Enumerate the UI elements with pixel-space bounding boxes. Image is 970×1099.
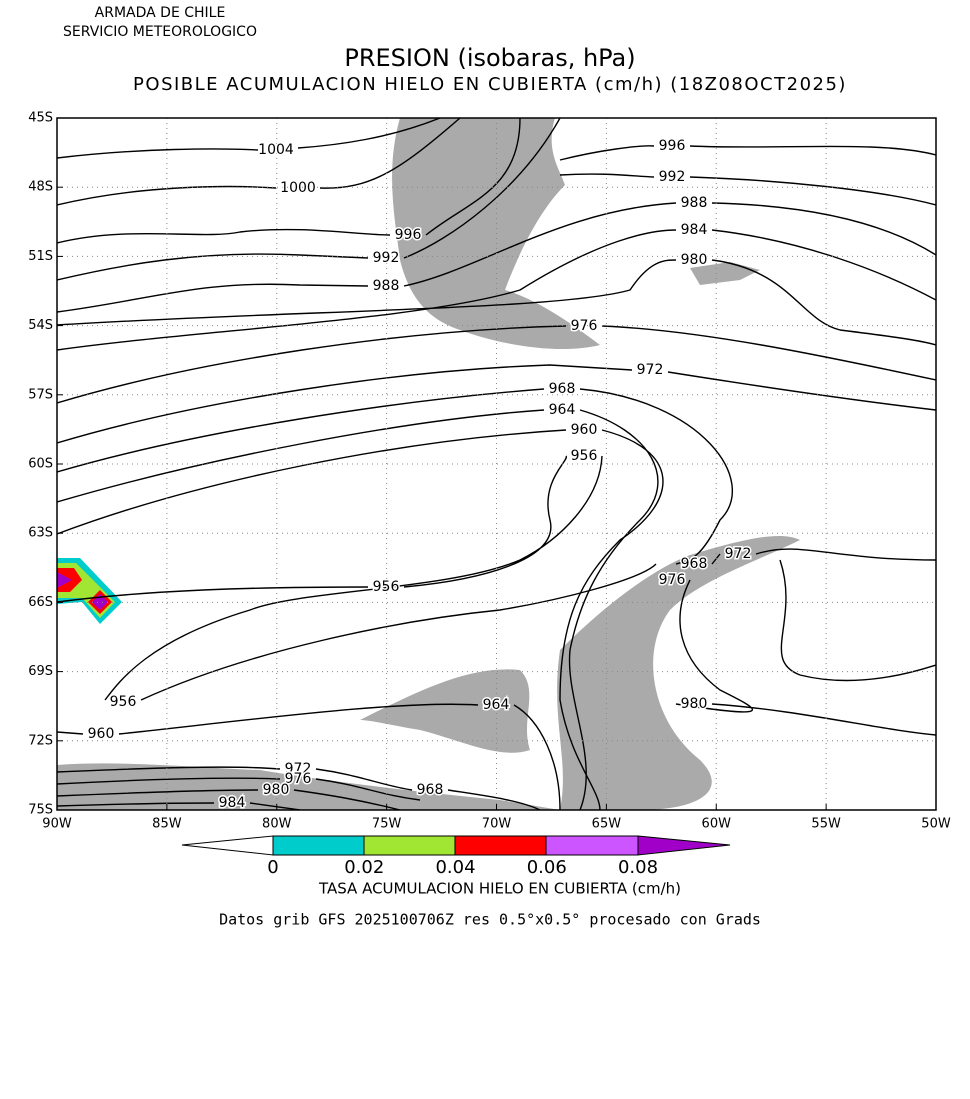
map-area xyxy=(57,118,936,810)
isobar-label: 980 xyxy=(263,782,290,798)
isobar-label: 988 xyxy=(681,195,708,211)
colorbar-title: TASA ACUMULACION HIELO EN CUBIERTA (cm/h… xyxy=(318,880,681,898)
isobar-label: 996 xyxy=(395,227,422,243)
isobar-label: 996 xyxy=(659,138,686,154)
isobar-label: 972 xyxy=(725,546,752,562)
colorbar-swatch xyxy=(363,835,456,856)
colorbar-swatch xyxy=(454,835,547,856)
title: PRESION (isobaras, hPa) xyxy=(344,44,635,72)
isobar-label: 1004 xyxy=(258,142,294,158)
isobar-label: 972 xyxy=(285,761,312,777)
lon-label: 50W xyxy=(921,817,951,832)
lon-label: 80W xyxy=(262,817,292,832)
colorbar-swatch xyxy=(545,835,639,856)
lat-label: 75S xyxy=(28,803,53,818)
ice-area xyxy=(57,572,108,610)
isobar-label: 960 xyxy=(571,422,598,438)
isobar-label: 968 xyxy=(681,556,708,572)
isobar-label: 968 xyxy=(549,381,576,397)
lat-label: 69S xyxy=(28,664,53,679)
isobar-label: 980 xyxy=(681,696,708,712)
lon-label: 65W xyxy=(592,817,622,832)
lon-label: 90W xyxy=(42,817,72,832)
land xyxy=(360,669,530,753)
colorbar-label: 0.08 xyxy=(618,857,658,878)
lat-label: 57S xyxy=(28,387,53,402)
lat-label: 45S xyxy=(28,111,53,126)
lat-label: 60S xyxy=(28,457,53,472)
footer: Datos grib GFS 2025100706Z res 0.5°x0.5°… xyxy=(219,911,761,929)
lon-label: 85W xyxy=(152,817,182,832)
colorbar-label: 0.04 xyxy=(435,857,475,878)
isobar-label: 964 xyxy=(549,402,576,418)
isobar-label: 992 xyxy=(659,169,686,185)
lat-label: 72S xyxy=(28,733,53,748)
isobar-label: 984 xyxy=(219,795,246,811)
isobar-label: 976 xyxy=(571,318,598,334)
isobar-label: 956 xyxy=(373,579,400,595)
land xyxy=(557,535,800,810)
colorbar-label: 0.02 xyxy=(344,857,384,878)
lon-label: 70W xyxy=(482,817,512,832)
colorbar-swatch xyxy=(181,835,274,856)
isobar-label: 968 xyxy=(417,782,444,798)
land xyxy=(690,262,760,285)
isobar-label: 960 xyxy=(88,726,115,742)
isobar-label: 972 xyxy=(637,362,664,378)
lon-label: 55W xyxy=(811,817,841,832)
colorbar xyxy=(181,835,731,856)
colorbar-label: 0 xyxy=(267,857,278,878)
lat-label: 51S xyxy=(28,249,53,264)
lon-label: 60W xyxy=(702,817,732,832)
grid xyxy=(57,118,936,810)
isobars xyxy=(57,118,936,810)
isobar-label: 956 xyxy=(110,694,137,710)
colorbar-swatch xyxy=(637,835,731,856)
lat-label: 63S xyxy=(28,526,53,541)
lat-label: 48S xyxy=(28,180,53,195)
isobar-label: 980 xyxy=(681,252,708,268)
isobar-label: 956 xyxy=(571,448,598,464)
subtitle: POSIBLE ACUMULACION HIELO EN CUBIERTA (c… xyxy=(133,74,847,95)
lat-label: 54S xyxy=(28,318,53,333)
land xyxy=(57,763,560,810)
isobar-label: 988 xyxy=(373,278,400,294)
colorbar-swatch xyxy=(272,835,365,856)
service: SERVICIO METEOROLOGICO xyxy=(63,24,257,40)
lon-label: 75W xyxy=(372,817,402,832)
isobar-label: 976 xyxy=(285,771,312,787)
isobar-label: 976 xyxy=(659,572,686,588)
isobar-label: 1000 xyxy=(280,180,316,196)
isobar-label: 964 xyxy=(483,697,510,713)
isobar-label: 984 xyxy=(681,222,708,238)
colorbar-label: 0.06 xyxy=(527,857,567,878)
org: ARMADA DE CHILE xyxy=(95,5,226,21)
isobar-label: 992 xyxy=(373,250,400,266)
lat-label: 66S xyxy=(28,595,53,610)
